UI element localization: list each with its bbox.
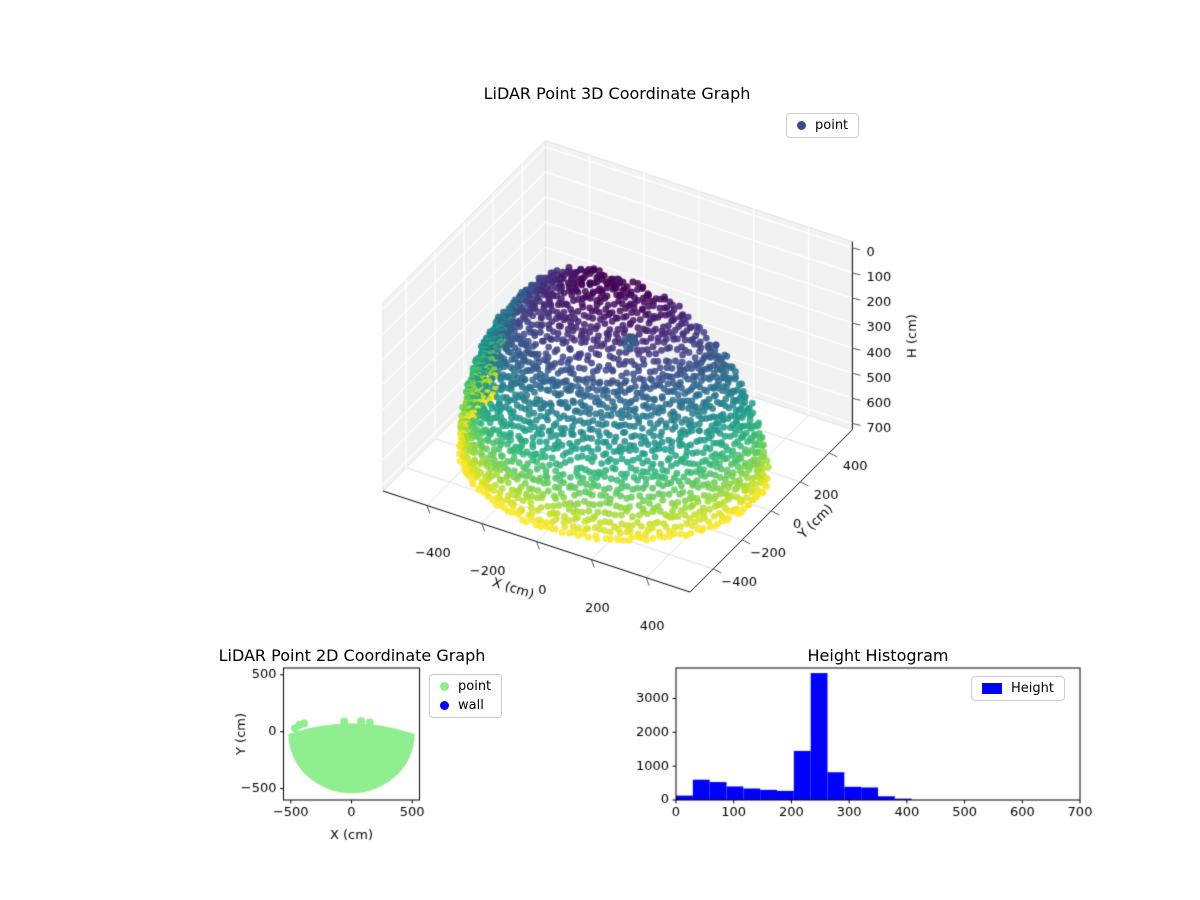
plot2d-title: LiDAR Point 2D Coordinate Graph [218,646,486,665]
histogram-title: Height Histogram [807,646,949,665]
histogram-legend-label: Height [1011,681,1054,696]
plot3d-legend-label: point [815,118,849,133]
height-bar-swatch-icon [982,683,1002,694]
plot3d-legend: point [786,113,860,138]
plot3d-title: LiDAR Point 3D Coordinate Graph [483,84,751,103]
plot3d-legend-row: point [797,118,848,133]
histogram-legend-row: Height [982,681,1054,696]
plot2d-legend-label-wall: wall [458,698,484,713]
point-marker-icon [797,121,806,130]
plot2d-legend-label-point: point [458,679,492,694]
wall-marker-icon [440,701,449,710]
histogram-legend: Height [971,676,1065,701]
plot2d-legend-row-point: point [440,679,491,694]
plot2d-legend-row-wall: wall [440,698,491,713]
point-marker-icon [440,682,449,691]
plot2d-legend: point wall [429,674,503,718]
